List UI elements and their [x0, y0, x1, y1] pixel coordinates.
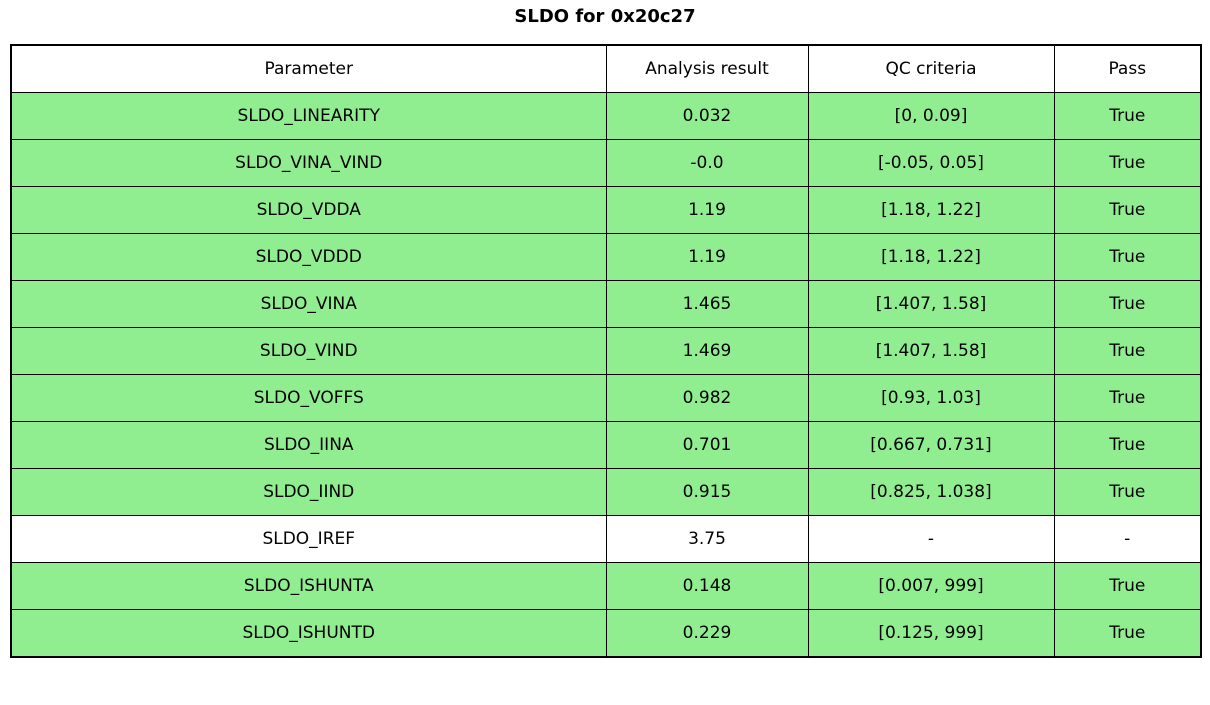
cell-parameter: SLDO_IREF	[10, 515, 607, 563]
table-row: SLDO_LINEARITY 0.032 [0, 0.09] True	[10, 92, 1202, 140]
cell-parameter: SLDO_ISHUNTA	[10, 562, 607, 610]
cell-pass: True	[1053, 233, 1202, 281]
cell-pass: True	[1053, 92, 1202, 140]
cell-pass: True	[1053, 327, 1202, 375]
cell-pass: True	[1053, 468, 1202, 516]
cell-pass: True	[1053, 609, 1202, 658]
table-row: SLDO_VOFFS 0.982 [0.93, 1.03] True	[10, 374, 1202, 422]
cell-parameter: SLDO_VIND	[10, 327, 607, 375]
cell-pass: True	[1053, 139, 1202, 187]
table-row: SLDO_ISHUNTA 0.148 [0.007, 999] True	[10, 562, 1202, 610]
cell-pass: True	[1053, 562, 1202, 610]
table-row: SLDO_ISHUNTD 0.229 [0.125, 999] True	[10, 609, 1202, 658]
table-row: SLDO_IINA 0.701 [0.667, 0.731] True	[10, 421, 1202, 469]
qc-table-body: SLDO_LINEARITY 0.032 [0, 0.09] True SLDO_VIN…	[10, 92, 1202, 658]
cell-analysis-result: 1.19	[605, 186, 809, 234]
cell-parameter: SLDO_VOFFS	[10, 374, 607, 422]
cell-pass: True	[1053, 280, 1202, 328]
column-header-parameter: Parameter	[10, 44, 607, 93]
cell-qc-criteria: [-0.05, 0.05]	[807, 139, 1055, 187]
table-row: SLDO_VINA 1.465 [1.407, 1.58] True	[10, 280, 1202, 328]
cell-analysis-result: 0.229	[605, 609, 809, 658]
cell-analysis-result: 0.148	[605, 562, 809, 610]
cell-analysis-result: 0.982	[605, 374, 809, 422]
cell-qc-criteria: [0.93, 1.03]	[807, 374, 1055, 422]
cell-analysis-result: 1.469	[605, 327, 809, 375]
table-row: SLDO_VDDA 1.19 [1.18, 1.22] True	[10, 186, 1202, 234]
cell-qc-criteria: [0.007, 999]	[807, 562, 1055, 610]
cell-qc-criteria: [0.825, 1.038]	[807, 468, 1055, 516]
table-row: SLDO_VDDD 1.19 [1.18, 1.22] True	[10, 233, 1202, 281]
cell-qc-criteria: [0, 0.09]	[807, 92, 1055, 140]
qc-table-header: Parameter Analysis result QC criteria Pass	[10, 44, 1202, 93]
figure-title: SLDO for 0x20c27	[514, 6, 696, 27]
cell-analysis-result: 1.19	[605, 233, 809, 281]
column-header-pass: Pass	[1053, 44, 1202, 93]
cell-parameter: SLDO_LINEARITY	[10, 92, 607, 140]
cell-pass: True	[1053, 374, 1202, 422]
cell-parameter: SLDO_IIND	[10, 468, 607, 516]
qc-table: Parameter Analysis result QC criteria Pass …	[10, 44, 1202, 658]
cell-qc-criteria: [1.18, 1.22]	[807, 186, 1055, 234]
cell-pass: True	[1053, 421, 1202, 469]
column-header-qc-criteria: QC criteria	[807, 44, 1055, 93]
column-header-analysis-result: Analysis result	[605, 44, 809, 93]
cell-analysis-result: 0.915	[605, 468, 809, 516]
table-row: SLDO_IIND 0.915 [0.825, 1.038] True	[10, 468, 1202, 516]
cell-qc-criteria: [1.18, 1.22]	[807, 233, 1055, 281]
cell-parameter: SLDO_ISHUNTD	[10, 609, 607, 658]
cell-qc-criteria: [1.407, 1.58]	[807, 327, 1055, 375]
cell-pass: True	[1053, 186, 1202, 234]
cell-qc-criteria: [0.667, 0.731]	[807, 421, 1055, 469]
cell-qc-criteria: [0.125, 999]	[807, 609, 1055, 658]
cell-qc-criteria: -	[807, 515, 1055, 563]
cell-parameter: SLDO_IINA	[10, 421, 607, 469]
cell-analysis-result: 3.75	[605, 515, 809, 563]
table-row: SLDO_VINA_VIND -0.0 [-0.05, 0.05] True	[10, 139, 1202, 187]
cell-parameter: SLDO_VDDA	[10, 186, 607, 234]
cell-parameter: SLDO_VINA_VIND	[10, 139, 607, 187]
cell-qc-criteria: [1.407, 1.58]	[807, 280, 1055, 328]
cell-parameter: SLDO_VDDD	[10, 233, 607, 281]
cell-analysis-result: 1.465	[605, 280, 809, 328]
cell-analysis-result: -0.0	[605, 139, 809, 187]
header-row: Parameter Analysis result QC criteria Pass	[10, 44, 1202, 93]
cell-pass: -	[1053, 515, 1202, 563]
table-row: SLDO_IREF 3.75- -	[10, 515, 1202, 563]
table-row: SLDO_VIND 1.469 [1.407, 1.58] True	[10, 327, 1202, 375]
cell-analysis-result: 0.701	[605, 421, 809, 469]
cell-parameter: SLDO_VINA	[10, 280, 607, 328]
cell-analysis-result: 0.032	[605, 92, 809, 140]
